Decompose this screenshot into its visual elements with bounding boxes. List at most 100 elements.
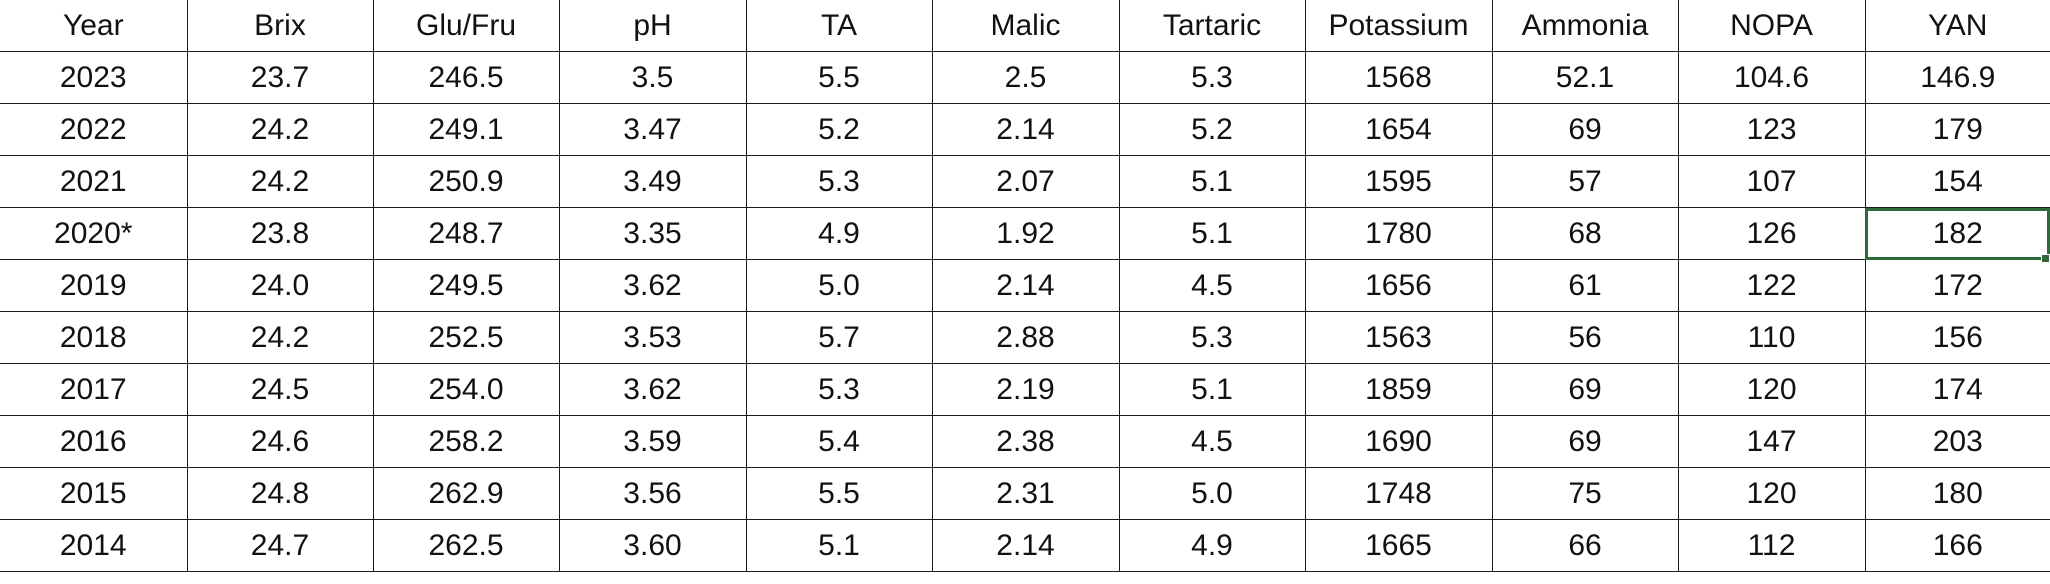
cell-malic[interactable]: 2.88 — [931, 311, 1120, 364]
cell-year[interactable]: 2019 — [0, 259, 188, 312]
cell-yan[interactable]: 179 — [1864, 103, 2050, 156]
cell-ta[interactable]: 5.4 — [745, 415, 933, 468]
empty-sheet-area[interactable] — [0, 577, 2050, 584]
header-nopa[interactable]: NOPA — [1677, 0, 1866, 52]
cell-ta[interactable]: 5.7 — [745, 311, 933, 364]
cell-potassium[interactable]: 1780 — [1304, 207, 1493, 260]
cell-year[interactable]: 2015 — [0, 467, 188, 520]
cell-ph[interactable]: 3.56 — [558, 467, 747, 520]
cell-brix[interactable]: 23.7 — [186, 51, 374, 104]
cell-year[interactable]: 2017 — [0, 363, 188, 416]
cell-yan[interactable]: 146.9 — [1864, 51, 2050, 104]
cell-ammonia[interactable]: 56 — [1491, 311, 1679, 364]
cell-nopa[interactable]: 120 — [1677, 363, 1866, 416]
cell-malic[interactable]: 2.14 — [931, 259, 1120, 312]
cell-potassium[interactable]: 1563 — [1304, 311, 1493, 364]
cell-potassium[interactable]: 1690 — [1304, 415, 1493, 468]
cell-ammonia[interactable]: 66 — [1491, 519, 1679, 572]
cell-tartaric[interactable]: 5.1 — [1118, 207, 1306, 260]
cell-ammonia[interactable]: 75 — [1491, 467, 1679, 520]
cell-yan[interactable]: 156 — [1864, 311, 2050, 364]
cell-malic[interactable]: 2.14 — [931, 103, 1120, 156]
cell-ta[interactable]: 5.0 — [745, 259, 933, 312]
header-potassium[interactable]: Potassium — [1304, 0, 1493, 52]
cell-tartaric[interactable]: 4.5 — [1118, 259, 1306, 312]
cell-ph[interactable]: 3.53 — [558, 311, 747, 364]
cell-brix[interactable]: 23.8 — [186, 207, 374, 260]
cell-yan[interactable]: 180 — [1864, 467, 2050, 520]
header-glu-fru[interactable]: Glu/Fru — [372, 0, 560, 52]
cell-brix[interactable]: 24.2 — [186, 311, 374, 364]
cell-glu-fru[interactable]: 254.0 — [372, 363, 560, 416]
cell-potassium[interactable]: 1656 — [1304, 259, 1493, 312]
header-brix[interactable]: Brix — [186, 0, 374, 52]
selected-cell-yan[interactable]: 182 — [1864, 207, 2050, 260]
cell-ammonia[interactable]: 57 — [1491, 155, 1679, 208]
cell-potassium[interactable]: 1568 — [1304, 51, 1493, 104]
cell-yan[interactable]: 203 — [1864, 415, 2050, 468]
cell-ph[interactable]: 3.49 — [558, 155, 747, 208]
cell-ammonia[interactable]: 69 — [1491, 415, 1679, 468]
cell-nopa[interactable]: 104.6 — [1677, 51, 1866, 104]
cell-year[interactable]: 2023 — [0, 51, 188, 104]
cell-nopa[interactable]: 112 — [1677, 519, 1866, 572]
cell-glu-fru[interactable]: 258.2 — [372, 415, 560, 468]
cell-ta[interactable]: 5.5 — [745, 51, 933, 104]
cell-potassium[interactable]: 1859 — [1304, 363, 1493, 416]
cell-tartaric[interactable]: 5.0 — [1118, 467, 1306, 520]
cell-ph[interactable]: 3.62 — [558, 363, 747, 416]
cell-yan[interactable]: 166 — [1864, 519, 2050, 572]
cell-nopa[interactable]: 123 — [1677, 103, 1866, 156]
cell-brix[interactable]: 24.2 — [186, 155, 374, 208]
cell-malic[interactable]: 2.07 — [931, 155, 1120, 208]
cell-glu-fru[interactable]: 249.1 — [372, 103, 560, 156]
cell-ph[interactable]: 3.62 — [558, 259, 747, 312]
cell-malic[interactable]: 2.5 — [931, 51, 1120, 104]
cell-ta[interactable]: 5.5 — [745, 467, 933, 520]
header-tartaric[interactable]: Tartaric — [1118, 0, 1306, 52]
cell-nopa[interactable]: 107 — [1677, 155, 1866, 208]
cell-glu-fru[interactable]: 246.5 — [372, 51, 560, 104]
cell-ph[interactable]: 3.5 — [558, 51, 747, 104]
cell-ta[interactable]: 5.3 — [745, 363, 933, 416]
cell-brix[interactable]: 24.5 — [186, 363, 374, 416]
cell-year[interactable]: 2022 — [0, 103, 188, 156]
cell-ph[interactable]: 3.59 — [558, 415, 747, 468]
cell-ph[interactable]: 3.60 — [558, 519, 747, 572]
header-ammonia[interactable]: Ammonia — [1491, 0, 1679, 52]
cell-tartaric[interactable]: 5.1 — [1118, 155, 1306, 208]
cell-yan[interactable]: 174 — [1864, 363, 2050, 416]
cell-ammonia[interactable]: 69 — [1491, 103, 1679, 156]
cell-potassium[interactable]: 1665 — [1304, 519, 1493, 572]
cell-ammonia[interactable]: 68 — [1491, 207, 1679, 260]
cell-brix[interactable]: 24.2 — [186, 103, 374, 156]
cell-year[interactable]: 2020* — [0, 207, 188, 260]
cell-tartaric[interactable]: 5.3 — [1118, 311, 1306, 364]
header-yan[interactable]: YAN — [1864, 0, 2050, 52]
cell-glu-fru[interactable]: 252.5 — [372, 311, 560, 364]
cell-tartaric[interactable]: 5.2 — [1118, 103, 1306, 156]
cell-nopa[interactable]: 110 — [1677, 311, 1866, 364]
cell-malic[interactable]: 2.19 — [931, 363, 1120, 416]
cell-ammonia[interactable]: 52.1 — [1491, 51, 1679, 104]
header-year[interactable]: Year — [0, 0, 188, 52]
cell-brix[interactable]: 24.7 — [186, 519, 374, 572]
cell-tartaric[interactable]: 5.3 — [1118, 51, 1306, 104]
cell-tartaric[interactable]: 5.1 — [1118, 363, 1306, 416]
cell-nopa[interactable]: 122 — [1677, 259, 1866, 312]
cell-nopa[interactable]: 147 — [1677, 415, 1866, 468]
cell-brix[interactable]: 24.0 — [186, 259, 374, 312]
cell-malic[interactable]: 2.38 — [931, 415, 1120, 468]
cell-ph[interactable]: 3.47 — [558, 103, 747, 156]
cell-glu-fru[interactable]: 249.5 — [372, 259, 560, 312]
fill-handle[interactable] — [2041, 253, 2050, 263]
cell-glu-fru[interactable]: 248.7 — [372, 207, 560, 260]
cell-tartaric[interactable]: 4.5 — [1118, 415, 1306, 468]
cell-ta[interactable]: 5.1 — [745, 519, 933, 572]
cell-ammonia[interactable]: 61 — [1491, 259, 1679, 312]
header-malic[interactable]: Malic — [931, 0, 1120, 52]
cell-tartaric[interactable]: 4.9 — [1118, 519, 1306, 572]
cell-ammonia[interactable]: 69 — [1491, 363, 1679, 416]
cell-potassium[interactable]: 1654 — [1304, 103, 1493, 156]
header-ta[interactable]: TA — [745, 0, 933, 52]
